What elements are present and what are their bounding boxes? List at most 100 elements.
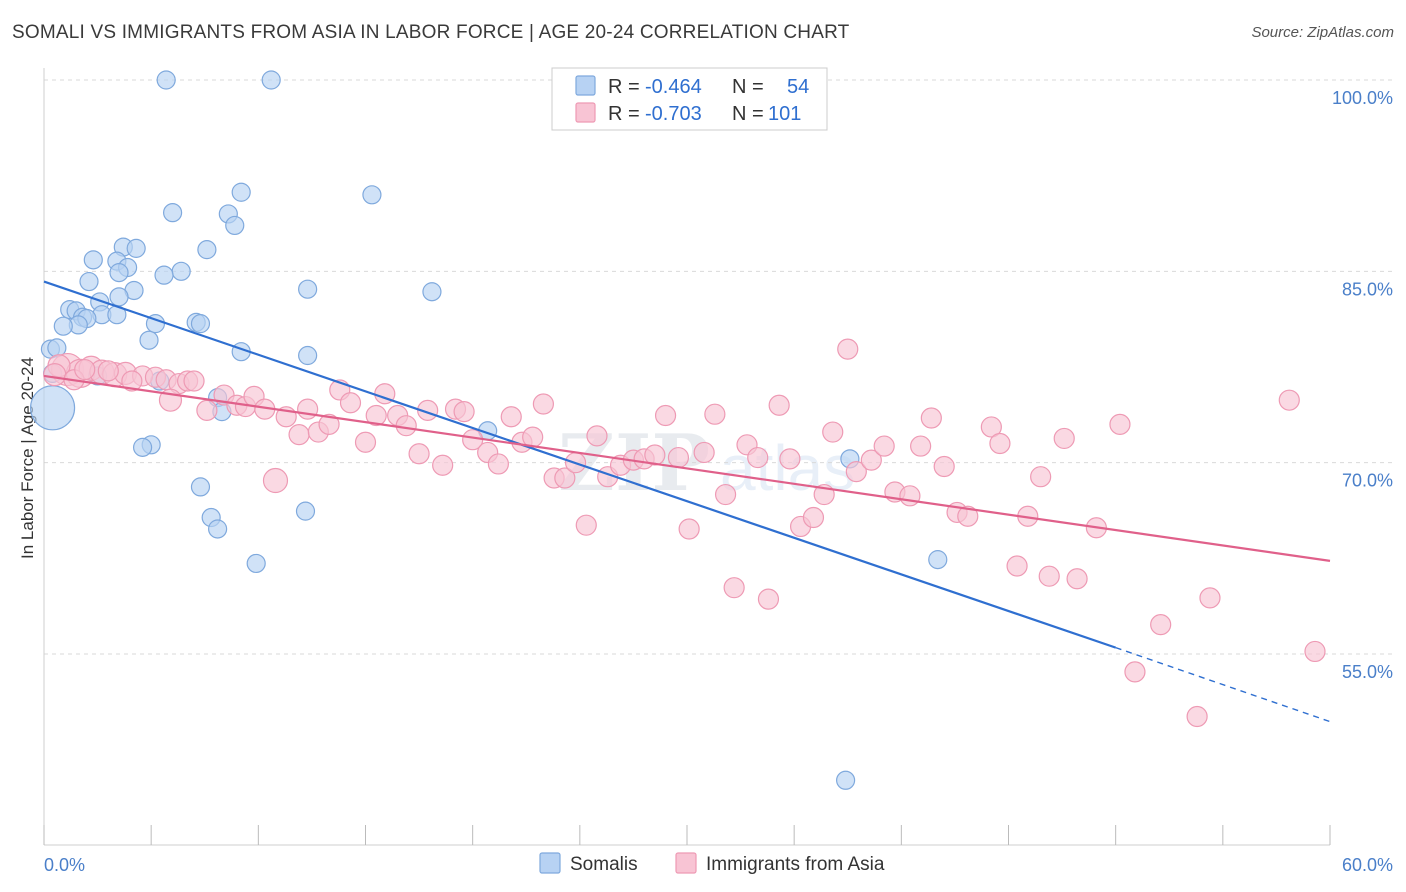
- asia-point-37: [408, 443, 430, 465]
- gridlines: [44, 79, 1392, 655]
- asia-point-50: [554, 467, 576, 489]
- bottom-legend-label-somalis: Somalis: [570, 854, 638, 875]
- somali-point-54: [836, 770, 856, 790]
- somali-point-51: [295, 501, 316, 521]
- trendlines: [43, 280, 1331, 723]
- trendline-somalis: [43, 280, 1117, 649]
- asia-point-95: [1109, 413, 1131, 435]
- asia-point-45: [500, 406, 522, 428]
- somali-point-45: [132, 437, 153, 457]
- x-ticks: [43, 825, 1331, 845]
- source-credit: Source: ZipAtlas.com: [1251, 24, 1394, 41]
- asia-point-58: [644, 444, 666, 466]
- bottom-legend-label-asia: Immigrants from Asia: [706, 854, 885, 875]
- legend-r-value-somalis: -0.464: [645, 76, 702, 98]
- asia-point-72: [802, 506, 825, 529]
- somali-point-4: [163, 203, 183, 223]
- asia-point-52: [575, 514, 597, 536]
- legend-r-value-asia: -0.703: [645, 103, 702, 125]
- somali-point-9: [197, 240, 217, 260]
- somali-point-14: [109, 263, 129, 283]
- y-tick-labels: 100.0% 85.0% 70.0% 55.0%: [1332, 88, 1393, 682]
- somali-point-35: [298, 345, 318, 366]
- asia-point-53: [586, 425, 608, 447]
- asia-point-75: [837, 338, 859, 360]
- asia-point-86: [980, 416, 1002, 438]
- asia-point-78: [873, 435, 895, 457]
- asia-point-82: [920, 407, 942, 429]
- somali-point-53: [928, 550, 948, 570]
- asia-point-65: [723, 577, 745, 599]
- legend-n-label-somalis: N =: [732, 76, 764, 98]
- legend-n-value-somalis: 54: [787, 76, 809, 98]
- somali-point-16: [79, 271, 99, 292]
- correlation-legend: R = -0.464 N = 54 R = -0.703 N = 101: [551, 67, 828, 131]
- asia-point-74: [822, 421, 844, 443]
- asia-point-100: [1278, 389, 1300, 411]
- asia-point-14: [97, 360, 119, 382]
- y-tick-label-3: 55.0%: [1342, 662, 1393, 682]
- asia-point-26: [288, 424, 310, 446]
- asia-point-64: [714, 483, 737, 506]
- asia-point-85: [957, 505, 979, 527]
- asia-point-90: [1030, 466, 1052, 488]
- y-tick-label-2: 70.0%: [1342, 471, 1393, 491]
- asia-point-59: [654, 404, 677, 427]
- somali-point-52: [246, 553, 266, 574]
- asia-point-92: [1053, 427, 1075, 450]
- somali-point-2: [362, 185, 382, 205]
- asia-point-101: [1304, 640, 1326, 663]
- somali-point-32: [53, 316, 73, 336]
- asia-point-81: [910, 435, 932, 457]
- asia-point-69: [768, 394, 790, 416]
- asia-point-97: [1150, 614, 1172, 636]
- asia-point-41: [453, 401, 475, 423]
- somali-point-48: [190, 477, 211, 497]
- asia-point-63: [704, 403, 726, 425]
- asia-point-15: [121, 370, 143, 392]
- asia-point-36: [395, 415, 417, 437]
- asia-point-83: [933, 455, 955, 478]
- asia-point-91: [1038, 565, 1060, 587]
- somali-point-3: [231, 182, 251, 202]
- asia-point-62: [693, 441, 715, 464]
- somali-point-20: [109, 287, 129, 307]
- somali-point-8: [126, 238, 146, 258]
- series-legend: Somalis Immigrants from Asia: [539, 852, 885, 875]
- asia-point-11: [43, 363, 67, 387]
- asia-point-13: [74, 358, 96, 381]
- legend-r-label-somalis: R =: [608, 76, 640, 98]
- somali-point-13: [171, 261, 191, 281]
- asia-point-61: [678, 518, 700, 540]
- legend-n-value-asia: 101: [768, 103, 801, 125]
- asia-point-17: [183, 370, 205, 392]
- legend-box: [551, 67, 828, 131]
- series-somalis: [29, 70, 948, 790]
- asia-point-68: [757, 588, 780, 610]
- asia-point-70: [779, 448, 801, 470]
- asia-point-93: [1066, 568, 1088, 590]
- asia-point-102: [262, 467, 289, 494]
- legend-r-label-asia: R =: [608, 103, 640, 125]
- asia-point-27: [297, 398, 319, 420]
- asia-point-67: [747, 446, 769, 469]
- somali-point-15: [154, 265, 174, 285]
- asia-point-87: [989, 432, 1011, 455]
- somali-point-10: [83, 250, 103, 270]
- trendline-somalis-extrapolated: [1115, 646, 1331, 723]
- asia-point-19: [196, 399, 218, 421]
- somali-point-50: [208, 519, 228, 539]
- somali-point-1: [261, 70, 281, 90]
- asia-point-39: [432, 454, 454, 476]
- bottom-legend-swatch-asia: [675, 852, 697, 874]
- asia-point-76: [845, 460, 867, 483]
- legend-n-label-asia: N =: [732, 103, 764, 125]
- asia-point-29: [318, 413, 340, 435]
- somali-point-33: [139, 330, 159, 350]
- legend-swatch-somalis: [575, 75, 596, 96]
- asia-point-44: [487, 453, 509, 475]
- asia-point-99: [1199, 587, 1221, 609]
- somali-point-0: [156, 70, 176, 90]
- chart-title: SOMALI VS IMMIGRANTS FROM ASIA IN LABOR …: [12, 22, 850, 43]
